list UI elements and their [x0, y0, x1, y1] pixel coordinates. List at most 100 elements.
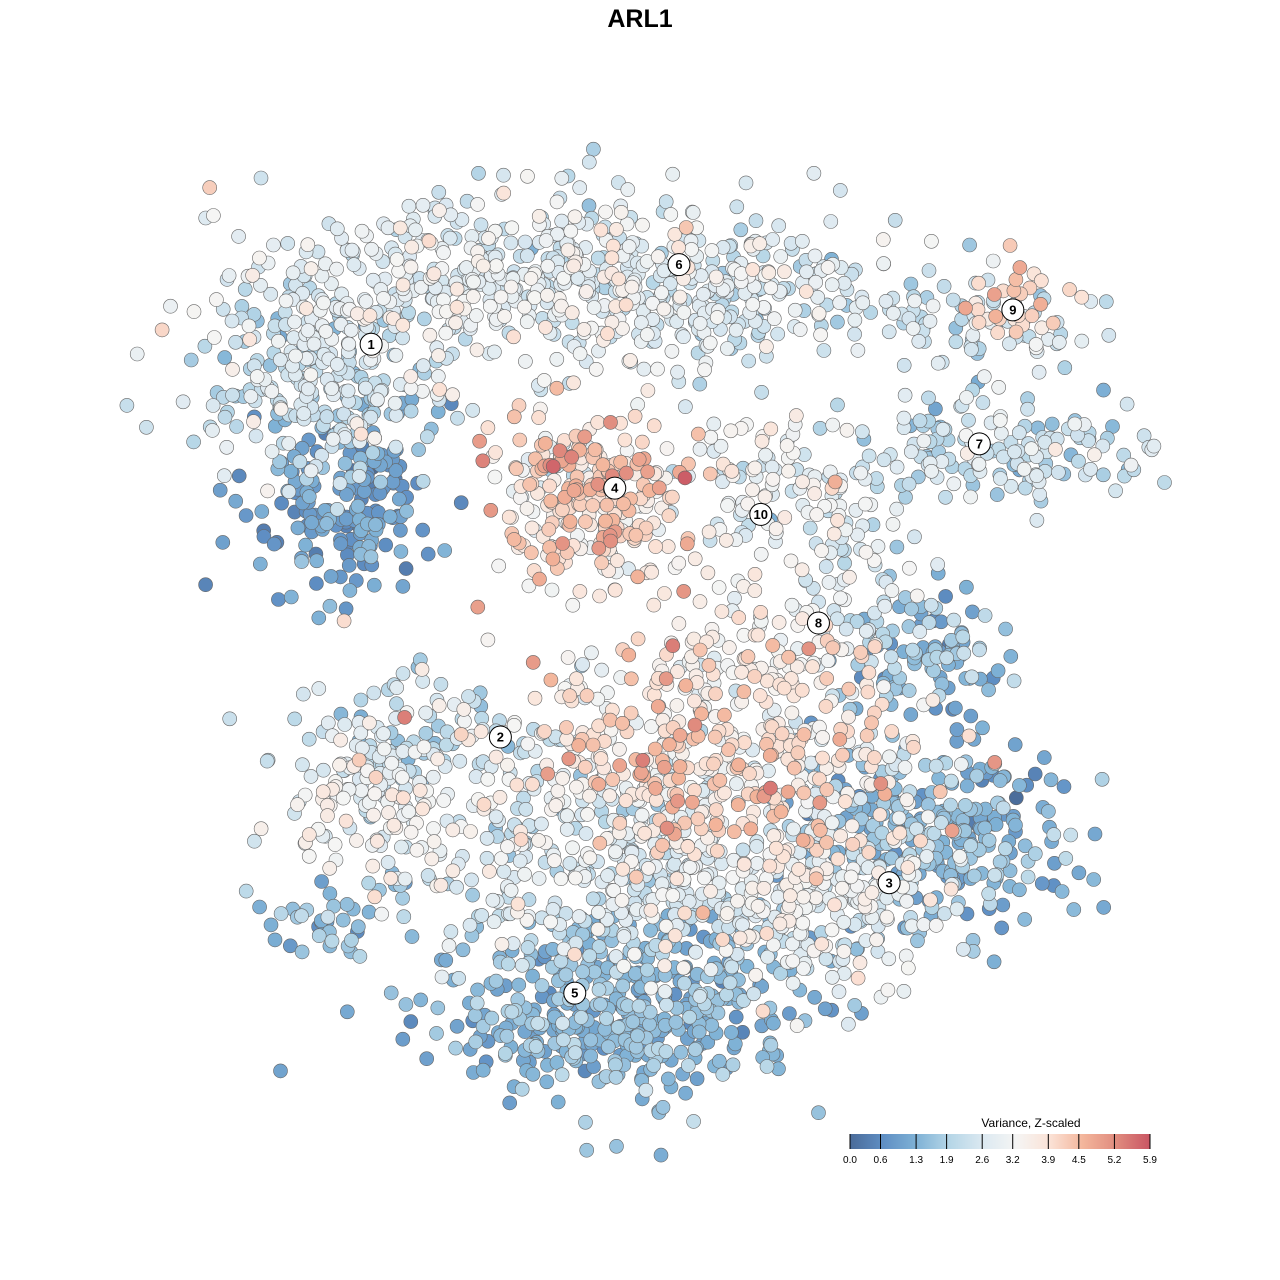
data-point: [527, 690, 543, 706]
data-point: [753, 604, 769, 620]
data-point: [395, 790, 411, 806]
data-point: [602, 788, 618, 804]
data-point: [661, 508, 677, 524]
data-point: [635, 217, 650, 233]
data-point: [715, 1067, 731, 1082]
data-point: [432, 203, 447, 218]
data-point: [543, 672, 559, 688]
data-point: [946, 476, 962, 492]
data-point: [834, 880, 850, 896]
data-point: [139, 419, 154, 435]
data-point: [401, 305, 416, 320]
data-point: [342, 583, 358, 598]
data-point: [578, 1115, 593, 1130]
data-point: [768, 840, 784, 856]
data-point: [937, 906, 952, 921]
data-point: [511, 977, 527, 993]
data-point: [418, 705, 434, 721]
data-point: [544, 582, 560, 598]
data-point: [581, 154, 597, 170]
cluster-label-3: 3: [877, 871, 901, 895]
data-point: [867, 639, 883, 655]
data-point: [205, 423, 220, 438]
data-point: [590, 921, 606, 937]
data-point: [608, 949, 624, 964]
cluster-label-5: 5: [563, 981, 587, 1005]
data-point: [643, 922, 658, 938]
data-point: [916, 917, 932, 932]
data-point: [1116, 447, 1131, 463]
data-point: [963, 708, 979, 724]
data-point: [534, 978, 550, 993]
data-point: [548, 798, 564, 813]
data-point: [572, 180, 588, 195]
data-point: [520, 169, 535, 184]
data-point: [920, 809, 936, 825]
data-point: [576, 322, 592, 337]
data-point: [1008, 790, 1024, 806]
data-point: [1071, 865, 1087, 881]
data-point: [395, 579, 411, 594]
data-point: [309, 553, 325, 569]
data-point: [585, 498, 601, 513]
data-point: [422, 327, 438, 343]
data-point: [703, 883, 718, 899]
data-point: [564, 449, 579, 465]
data-point: [542, 478, 557, 494]
data-point: [327, 837, 343, 852]
data-point: [591, 939, 607, 954]
data-point: [655, 837, 670, 853]
data-point: [506, 329, 521, 345]
data-point: [830, 851, 846, 867]
data-point: [736, 684, 752, 700]
data-point: [217, 409, 233, 425]
data-point: [687, 783, 702, 798]
data-point: [930, 557, 946, 572]
data-point: [665, 166, 681, 182]
data-point: [431, 185, 447, 200]
data-point: [1008, 324, 1024, 340]
data-point: [628, 869, 644, 885]
data-point: [1146, 438, 1162, 454]
data-point: [290, 797, 305, 812]
data-point: [217, 350, 232, 365]
data-point: [555, 1032, 571, 1048]
data-point: [607, 582, 623, 598]
data-point: [773, 966, 788, 981]
data-point: [563, 223, 579, 239]
data-point: [750, 627, 766, 643]
data-point: [763, 780, 778, 796]
data-point: [520, 736, 536, 752]
data-point: [366, 685, 382, 701]
data-point: [1123, 457, 1139, 473]
data-point: [453, 495, 469, 511]
data-point: [986, 954, 1002, 970]
data-point: [701, 524, 717, 540]
data-point: [609, 1139, 624, 1154]
data-point: [531, 833, 546, 848]
data-point: [569, 671, 584, 687]
data-point: [706, 756, 721, 772]
data-point: [719, 906, 735, 921]
data-point: [671, 240, 686, 255]
data-point: [482, 864, 497, 879]
data-point: [1044, 416, 1060, 432]
data-point: [464, 872, 479, 888]
data-point: [352, 949, 368, 964]
data-point: [621, 647, 637, 663]
data-point: [480, 632, 496, 648]
data-point: [646, 597, 662, 613]
data-point: [657, 984, 673, 999]
data-point: [782, 1006, 797, 1021]
data-point: [819, 835, 834, 850]
data-point: [519, 248, 535, 263]
data-point: [445, 822, 461, 838]
data-point: [889, 501, 905, 517]
data-point: [631, 452, 647, 467]
data-point: [844, 818, 860, 834]
data-point: [370, 392, 385, 408]
data-point: [728, 322, 744, 338]
data-point: [538, 436, 553, 451]
data-point: [463, 824, 478, 839]
data-point: [621, 239, 637, 254]
